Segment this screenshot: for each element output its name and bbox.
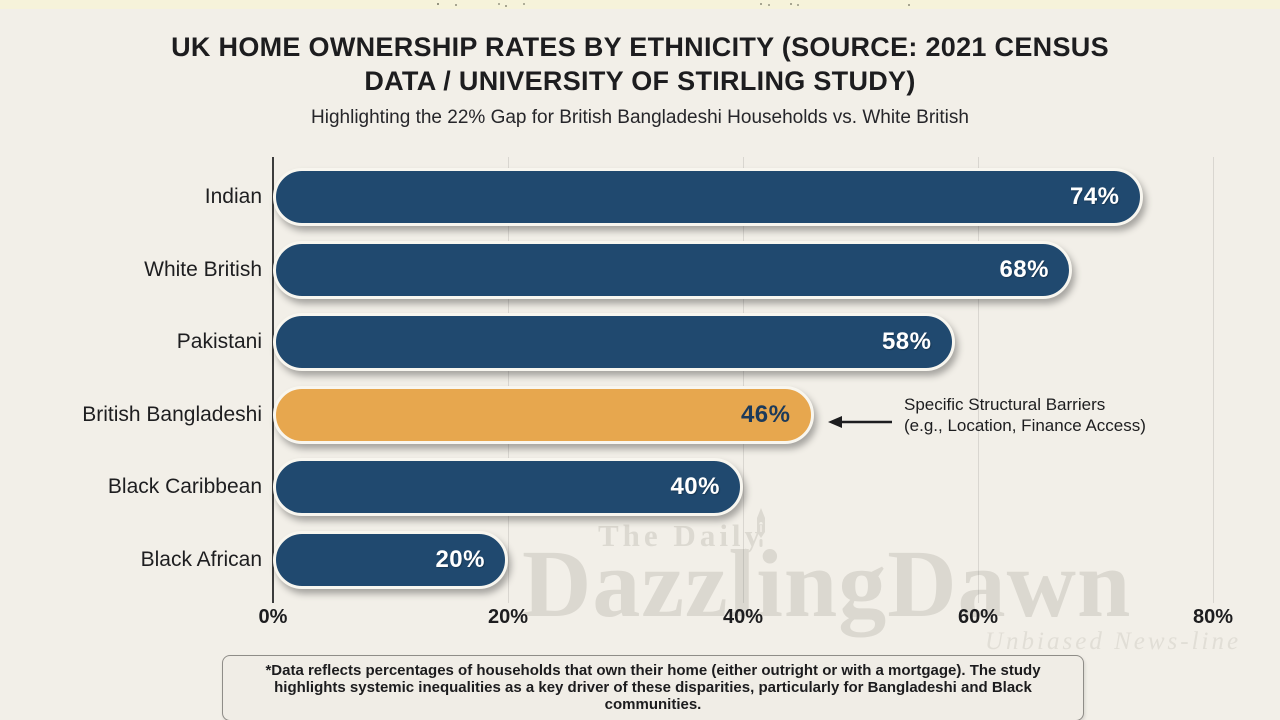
footnote-box: *Data reflects percentages of households… xyxy=(222,655,1084,720)
category-label: Pakistani xyxy=(176,330,262,354)
x-tick-label: 60% xyxy=(957,606,999,628)
chart-title-line-1: UK HOME OWNERSHIP RATES BY ETHNICITY (SO… xyxy=(171,32,1109,62)
gridline xyxy=(1213,157,1214,603)
x-tick-label: 80% xyxy=(1192,606,1234,628)
bar-value-label: 40% xyxy=(670,473,720,501)
bar-value-label: 20% xyxy=(435,546,485,573)
category-label: Black African xyxy=(140,548,262,571)
bar: 58% xyxy=(273,313,955,372)
bar-highlighted: 46% xyxy=(273,385,814,444)
category-label: Black Caribbean xyxy=(107,475,262,499)
y-axis-line xyxy=(272,157,274,603)
x-tick-label: 20% xyxy=(487,606,529,628)
top-cutoff-strip xyxy=(0,0,1280,9)
category-label: Indian xyxy=(204,185,262,208)
x-tick-label: 40% xyxy=(722,606,764,628)
chart-header: UK HOME OWNERSHIP RATES BY ETHNICITY (SO… xyxy=(0,30,1280,129)
bar: 74% xyxy=(273,168,1143,226)
bar: 40% xyxy=(273,458,743,517)
bar: 20% xyxy=(273,531,508,589)
category-label: White British xyxy=(144,257,262,281)
x-tick-label: 0% xyxy=(258,606,288,628)
top-strip-marks xyxy=(437,3,439,5)
bar-value-label: 68% xyxy=(999,255,1049,283)
annotation-callout: Specific Structural Barriers (e.g., Loca… xyxy=(828,394,1146,436)
annotation-text: Specific Structural Barriers (e.g., Loca… xyxy=(904,394,1146,436)
annotation-line-2: (e.g., Location, Finance Access) xyxy=(904,416,1146,435)
arrow-left-icon xyxy=(828,416,892,428)
gridline xyxy=(508,157,509,603)
bar-value-label: 74% xyxy=(1069,183,1120,210)
annotation-line-1: Specific Structural Barriers xyxy=(904,395,1106,414)
bar-value-label: 46% xyxy=(740,400,791,428)
gridline xyxy=(743,157,744,603)
chart-title-line-2: DATA / UNIVERSITY OF STIRLING STUDY) xyxy=(364,66,916,96)
footnote-text: *Data reflects percentages of households… xyxy=(265,662,1041,713)
bar: 68% xyxy=(273,240,1072,299)
chart-subtitle: Highlighting the 22% Gap for British Ban… xyxy=(311,107,969,128)
gridline xyxy=(978,157,979,603)
category-label: British Bangladeshi xyxy=(82,402,262,426)
bar-value-label: 58% xyxy=(881,328,932,356)
